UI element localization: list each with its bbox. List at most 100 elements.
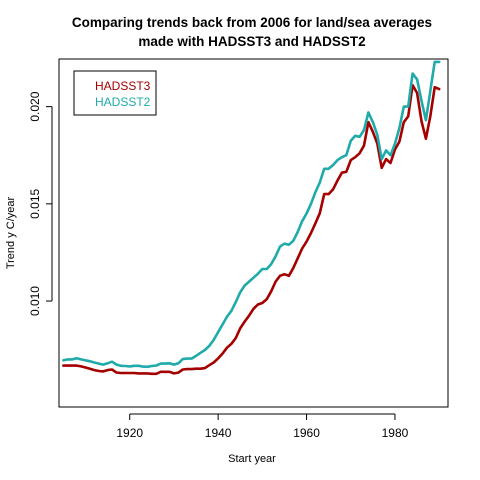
data-point-hadsst3 [124, 372, 126, 374]
data-point-hadsst2 [385, 149, 387, 151]
data-point-hadsst3 [177, 372, 179, 374]
data-point-hadsst2 [297, 231, 299, 233]
data-point-hadsst3 [102, 370, 104, 372]
data-point-hadsst2 [266, 268, 268, 270]
data-point-hadsst3 [230, 343, 232, 345]
data-point-hadsst3 [416, 92, 418, 94]
data-point-hadsst3 [270, 290, 272, 292]
data-point-hadsst2 [115, 364, 118, 366]
data-point-hadsst3 [199, 368, 202, 370]
data-point-hadsst2 [191, 358, 193, 360]
data-point-hadsst2 [389, 154, 392, 156]
data-point-hadsst2 [336, 159, 339, 161]
data-point-hadsst3 [367, 121, 369, 123]
data-point-hadsst2 [164, 363, 166, 365]
data-point-hadsst2 [323, 168, 325, 170]
data-point-hadsst3 [310, 232, 312, 234]
data-point-hadsst2 [226, 316, 228, 318]
data-point-hadsst3 [129, 372, 131, 374]
data-point-hadsst2 [275, 255, 277, 257]
data-point-hadsst3 [279, 275, 281, 277]
data-point-hadsst3 [76, 365, 78, 367]
x-tick-label: 1940 [205, 426, 232, 440]
data-point-hadsst3 [323, 193, 325, 195]
legend-entry-hadsst3: HADSST3 [95, 79, 151, 93]
data-point-hadsst3 [164, 371, 166, 373]
data-point-hadsst2 [142, 366, 144, 368]
data-point-hadsst2 [62, 359, 64, 361]
data-point-hadsst2 [155, 365, 157, 367]
data-point-hadsst2 [345, 154, 347, 156]
data-point-hadsst3 [182, 368, 184, 371]
data-point-hadsst3 [62, 365, 64, 367]
data-point-hadsst3 [389, 162, 392, 164]
data-point-hadsst3 [226, 347, 228, 349]
data-point-hadsst2 [261, 268, 263, 270]
data-point-hadsst3 [394, 148, 396, 150]
data-point-hadsst2 [102, 364, 104, 366]
data-point-hadsst3 [305, 241, 308, 243]
data-point-hadsst2 [177, 362, 179, 364]
data-point-hadsst3 [398, 141, 400, 143]
data-point-hadsst2 [213, 339, 215, 341]
data-point-hadsst3 [120, 372, 122, 374]
legend: HADSST3 HADSST2 [73, 70, 157, 116]
data-point-hadsst3 [385, 158, 387, 160]
data-point-hadsst3 [248, 315, 250, 317]
data-point-hadsst3 [160, 371, 162, 373]
data-point-hadsst3 [261, 302, 263, 304]
data-point-hadsst3 [244, 320, 246, 323]
data-point-hadsst2 [288, 244, 290, 246]
data-point-hadsst2 [138, 365, 140, 367]
data-point-hadsst3 [89, 368, 91, 370]
data-point-hadsst2 [93, 361, 95, 364]
data-point-hadsst3 [235, 337, 237, 339]
data-point-hadsst3 [319, 212, 321, 214]
data-point-hadsst3 [111, 368, 113, 371]
data-point-hadsst2 [208, 345, 210, 347]
data-point-hadsst3 [407, 115, 409, 117]
data-point-hadsst3 [403, 121, 405, 123]
data-point-hadsst3 [168, 371, 171, 373]
data-point-hadsst2 [107, 362, 109, 364]
data-point-hadsst3 [133, 372, 135, 374]
data-point-hadsst3 [345, 171, 347, 173]
legend-box [73, 70, 157, 116]
data-point-hadsst3 [191, 368, 193, 370]
data-point-hadsst2 [398, 127, 400, 129]
data-point-hadsst2 [381, 158, 383, 160]
data-point-hadsst2 [420, 100, 423, 102]
data-point-hadsst3 [301, 248, 303, 250]
data-point-hadsst2 [367, 111, 369, 114]
data-point-hadsst2 [372, 121, 374, 123]
data-point-hadsst2 [160, 363, 162, 365]
series-line-hadsst3 [62, 83, 441, 376]
data-point-hadsst3 [429, 115, 431, 117]
data-point-hadsst2 [376, 134, 378, 136]
data-point-hadsst2 [186, 358, 188, 360]
y-axis: 0.010 0.015 0.020 [28, 91, 53, 316]
data-point-hadsst3 [98, 370, 100, 372]
data-point-hadsst2 [341, 156, 343, 158]
data-point-hadsst3 [283, 273, 285, 275]
data-point-hadsst2 [283, 243, 285, 245]
data-point-hadsst3 [80, 365, 82, 367]
data-point-hadsst3 [266, 298, 268, 300]
x-tick-label: 1980 [382, 426, 409, 440]
data-point-hadsst2 [425, 119, 427, 121]
data-point-hadsst3 [314, 222, 316, 224]
data-point-hadsst3 [84, 366, 87, 369]
data-point-hadsst3 [213, 361, 215, 364]
data-point-hadsst2 [301, 220, 303, 222]
data-point-hadsst2 [98, 363, 100, 365]
data-point-hadsst2 [270, 263, 272, 265]
data-point-hadsst2 [416, 78, 418, 80]
data-point-hadsst3 [239, 327, 241, 329]
data-point-hadsst3 [350, 159, 352, 161]
data-point-hadsst3 [420, 120, 423, 122]
data-point-hadsst2 [195, 355, 197, 357]
x-axis: 1920 1940 1960 1980 [116, 413, 409, 440]
data-point-hadsst3 [173, 372, 175, 374]
data-point-hadsst3 [195, 368, 197, 370]
data-point-hadsst2 [182, 358, 184, 360]
